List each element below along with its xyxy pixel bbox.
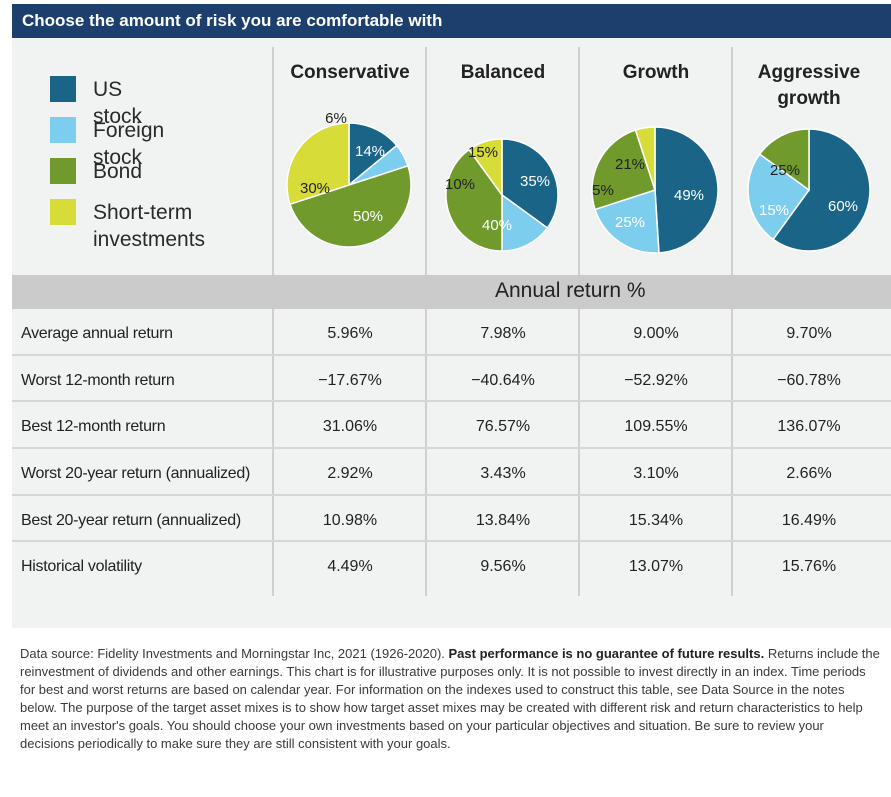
legend-label: Bond [93, 160, 143, 183]
table-cell: 15.34% [628, 512, 684, 529]
pie-slice-bond [289, 164, 412, 248]
pie-slice-us-stock [772, 128, 871, 252]
table-row-label: Average annual return [21, 325, 173, 342]
pie-slice-label: 14% [355, 143, 385, 160]
footnote-details: Returns include the reinvestment of divi… [20, 646, 880, 751]
legend-label: US stock [93, 78, 143, 128]
table-cell: 2.66% [786, 465, 832, 482]
table-cell: −52.92% [624, 372, 688, 389]
table-cell: 109.55% [624, 418, 688, 435]
table-cell: 136.07% [777, 418, 841, 435]
table-cell: 15.76% [781, 558, 837, 575]
table-cell: −17.67% [318, 372, 382, 389]
pie-slice-label: 49% [674, 187, 704, 204]
pie-slice-label: 15% [759, 202, 789, 219]
pie-slice-short-term [634, 126, 656, 191]
table-row-label: Best 12-month return [21, 418, 166, 435]
table-cell: −40.64% [471, 372, 535, 389]
table-cell: 5.96% [327, 325, 373, 342]
footnote-source: Data source: Fidelity Investments and Mo… [20, 646, 445, 661]
pie-slice-label: 5% [592, 182, 614, 199]
column-title-growth: Growth [622, 62, 690, 83]
column-divider [731, 309, 733, 596]
pie-slice-us-stock [654, 126, 719, 254]
table-cell: 3.43% [480, 465, 526, 482]
pie-growth: 49% 21% 25%5% [591, 126, 719, 254]
pie-slice-label: 6% [325, 110, 347, 127]
column-divider [272, 47, 274, 275]
legend-swatch [50, 117, 76, 143]
chart-panel [12, 38, 891, 628]
table-row-divider [12, 447, 891, 449]
table-cell: 2.92% [327, 465, 373, 482]
pie-slice-bond [758, 128, 810, 192]
legend-label: Foreign stock [93, 119, 165, 169]
pie-conservative: 14% 6% 50% 30% [286, 110, 412, 248]
table-cell: 9.70% [786, 325, 832, 342]
table-cell: 4.49% [327, 558, 373, 575]
legend-swatch [50, 76, 76, 102]
table-row-label: Worst 12-month return [21, 372, 175, 389]
table-cell: 13.84% [475, 512, 531, 529]
pie-chart-conservative: 14%6%50%30% 35%15%40%10%49%21%25%5%60%25%… [286, 110, 871, 254]
table-title: Annual return % [495, 279, 646, 302]
pie-slice-foreign-stock [594, 188, 660, 254]
table-row-divider [12, 494, 891, 496]
table-cell: 9.00% [633, 325, 679, 342]
column-divider [578, 309, 580, 596]
pie-slice-us-stock [501, 138, 559, 229]
pie-slice-label: 40% [482, 217, 512, 234]
table-cell: 9.56% [480, 558, 526, 575]
pie-slice-label: 15% [468, 144, 498, 161]
pie-slice-label: 50% [353, 208, 383, 225]
table-row-label: Best 20-year return (annualized) [21, 512, 241, 529]
pie-slice-label: 10% [445, 176, 475, 193]
pie-slice-bond [591, 129, 656, 211]
pie-slice-label: 35% [520, 173, 550, 190]
column-divider [731, 47, 733, 275]
column-divider [425, 309, 427, 596]
column-title-conservative: Conservative [290, 62, 410, 83]
column-divider [425, 47, 427, 275]
pie-balanced: 35% 15% 40% 10% [445, 138, 559, 252]
table-row-divider [12, 400, 891, 402]
pie-slice-foreign-stock [747, 153, 811, 241]
column-title-balanced: Balanced [460, 62, 546, 83]
legend-swatch [50, 199, 76, 225]
table-cell: 10.98% [322, 512, 378, 529]
pie-slice-us-stock [348, 122, 398, 187]
pie-slice-label: 21% [615, 156, 645, 173]
legend-label: Short-term investments [93, 201, 206, 251]
table-row-label: Worst 20-year return (annualized) [21, 465, 251, 482]
table-cell: 16.49% [781, 512, 837, 529]
table-cell: 13.07% [628, 558, 684, 575]
pie-slice-foreign-stock [501, 193, 549, 252]
annual-return-band [12, 275, 891, 309]
footnote: Data source: Fidelity Investments and Mo… [20, 645, 880, 753]
table-row-label: Historical volatility [21, 558, 142, 575]
column-divider [578, 47, 580, 275]
table-row-divider [12, 540, 891, 542]
column-title-aggressive-growth: Aggressive growth [757, 62, 861, 109]
pie-slice-label: 60% [828, 198, 858, 215]
table-cell: 3.10% [633, 465, 679, 482]
pie-slice-label: 25% [770, 162, 800, 179]
page-header: Choose the amount of risk you are comfor… [12, 4, 891, 38]
page-title: Choose the amount of risk you are comfor… [22, 11, 443, 30]
legend-swatch [50, 158, 76, 184]
pie-aggressive-growth: 60% 25% 15% [747, 128, 871, 252]
table-cell: 76.57% [475, 418, 531, 435]
pie-slice-label: 25% [615, 214, 645, 231]
table-cell: 31.06% [322, 418, 378, 435]
pie-slice-label: 30% [300, 180, 330, 197]
table-cell: −60.78% [777, 372, 841, 389]
column-divider [272, 309, 274, 596]
footnote-disclaimer: Past performance is no guarantee of futu… [448, 646, 765, 661]
pie-slice-bond [445, 148, 503, 252]
pie-slice-short-term [468, 138, 503, 198]
pie-slice-short-term [286, 122, 350, 206]
table-cell: 7.98% [480, 325, 526, 342]
table-row-divider [12, 354, 891, 356]
